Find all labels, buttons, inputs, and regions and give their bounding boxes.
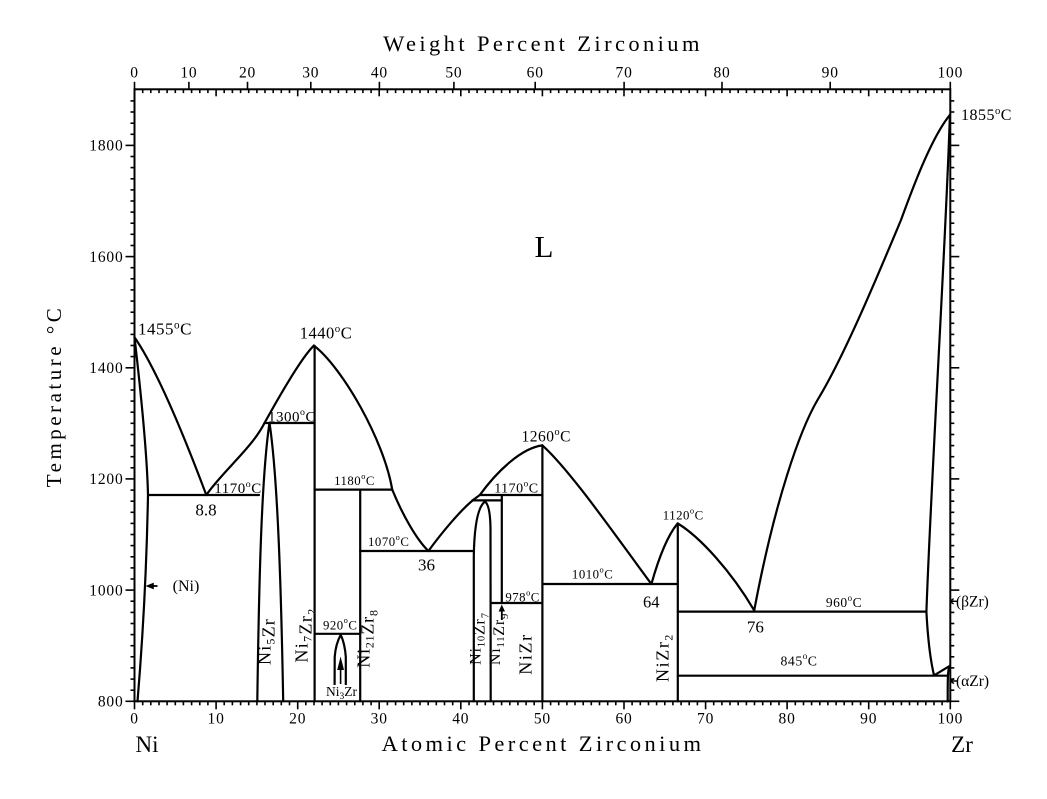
svg-text:1300oC: 1300oC [268,407,316,425]
svg-text:1800: 1800 [89,138,123,155]
svg-text:36: 36 [418,556,435,575]
svg-text:Ni21Zr8: Ni21Zr8 [354,609,381,667]
svg-text:1455oC: 1455oC [138,319,192,338]
svg-text:Weight Percent Zirconium: Weight Percent Zirconium [383,31,703,56]
svg-text:1000: 1000 [89,582,123,599]
svg-text:(αZr): (αZr) [956,673,989,690]
svg-text:1120oC: 1120oC [663,507,704,523]
svg-text:40: 40 [371,65,388,82]
svg-text:(βZr): (βZr) [956,593,989,610]
svg-text:Zr: Zr [951,732,973,757]
svg-text:10: 10 [180,65,197,82]
svg-text:800: 800 [98,694,124,711]
svg-text:845oC: 845oC [781,651,818,668]
svg-text:(Ni): (Ni) [173,578,200,595]
svg-text:100: 100 [937,711,963,728]
svg-text:1440oC: 1440oC [300,323,352,342]
svg-text:920oC: 920oC [323,616,357,632]
svg-text:L: L [535,229,554,264]
svg-text:1170oC: 1170oC [214,479,261,497]
svg-text:1170oC: 1170oC [494,478,538,496]
svg-text:1070oC: 1070oC [368,533,409,549]
svg-text:60: 60 [527,65,544,82]
svg-text:90: 90 [860,711,877,728]
svg-text:0: 0 [130,711,139,728]
svg-text:40: 40 [452,711,469,728]
svg-text:8.8: 8.8 [195,501,216,520]
svg-text:10: 10 [208,711,225,728]
svg-text:1855oC: 1855oC [961,106,1012,124]
svg-text:NiZr2: NiZr2 [653,633,676,682]
svg-text:Ni11Zr9: Ni11Zr9 [487,613,511,665]
svg-text:64: 64 [643,593,660,612]
svg-text:Atomic Percent Zirconium: Atomic Percent Zirconium [382,731,705,756]
svg-text:1400: 1400 [89,360,123,377]
svg-text:1180oC: 1180oC [334,472,375,488]
svg-text:NiZr: NiZr [516,633,536,674]
svg-text:Ni10Zr7: Ni10Zr7 [468,612,492,665]
svg-text:1010oC: 1010oC [572,565,613,581]
svg-text:Ni7Zr2: Ni7Zr2 [292,607,319,662]
svg-text:Ni5Zr: Ni5Zr [255,618,279,665]
svg-text:80: 80 [779,711,796,728]
svg-text:1200: 1200 [89,471,123,488]
svg-text:70: 70 [616,65,633,82]
svg-text:20: 20 [239,65,256,82]
svg-text:30: 30 [371,711,388,728]
svg-text:80: 80 [713,65,730,82]
svg-text:90: 90 [822,65,839,82]
svg-text:60: 60 [615,711,632,728]
svg-text:0: 0 [130,65,139,82]
svg-text:76: 76 [747,618,764,637]
svg-text:Ni: Ni [136,732,159,757]
svg-text:50: 50 [445,65,462,82]
svg-text:960oC: 960oC [826,593,862,610]
svg-text:978oC: 978oC [505,588,539,604]
svg-text:50: 50 [534,711,551,728]
svg-text:30: 30 [302,65,319,82]
svg-text:100: 100 [937,65,963,82]
svg-text:1260oC: 1260oC [521,427,570,445]
svg-text:20: 20 [289,711,306,728]
svg-text:70: 70 [697,711,714,728]
svg-text:Ni3Zr: Ni3Zr [326,684,357,702]
svg-text:Temperature °C: Temperature °C [42,305,66,487]
svg-text:1600: 1600 [89,249,123,266]
